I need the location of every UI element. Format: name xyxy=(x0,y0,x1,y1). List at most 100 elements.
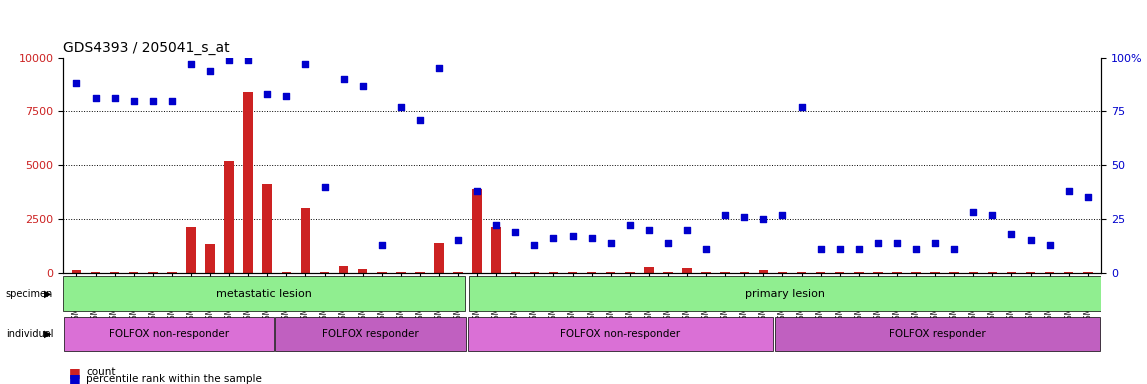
Text: individual: individual xyxy=(6,329,53,339)
Point xyxy=(850,246,868,252)
Bar xyxy=(358,270,367,273)
Bar xyxy=(816,272,826,273)
Point xyxy=(315,184,334,190)
Point xyxy=(201,68,219,74)
Bar xyxy=(568,272,577,273)
Text: ■: ■ xyxy=(69,366,80,379)
Text: FOLFOX non-responder: FOLFOX non-responder xyxy=(109,329,229,339)
Bar xyxy=(548,272,559,273)
Point xyxy=(773,212,791,218)
Bar xyxy=(625,272,634,273)
Point xyxy=(373,242,391,248)
Bar xyxy=(930,272,939,273)
Point xyxy=(335,76,353,82)
Bar xyxy=(720,272,729,273)
Text: primary lesion: primary lesion xyxy=(744,289,825,299)
Point xyxy=(86,95,104,101)
Bar xyxy=(110,272,119,273)
Bar xyxy=(911,272,921,273)
Bar xyxy=(491,227,501,273)
Bar xyxy=(128,271,139,273)
Point xyxy=(965,209,983,215)
Text: percentile rank within the sample: percentile rank within the sample xyxy=(86,374,262,384)
Point xyxy=(506,229,524,235)
Point xyxy=(830,246,849,252)
Bar xyxy=(1025,272,1036,273)
Point xyxy=(983,212,1001,218)
Bar xyxy=(663,272,673,273)
Point xyxy=(448,237,467,243)
Bar xyxy=(892,272,902,273)
Point xyxy=(487,222,506,228)
Bar xyxy=(338,266,349,273)
Point xyxy=(1021,237,1039,243)
Point xyxy=(621,222,639,228)
Point xyxy=(391,104,409,110)
Bar xyxy=(377,272,387,273)
Point xyxy=(868,240,887,246)
Bar xyxy=(530,272,539,273)
Bar xyxy=(873,272,883,273)
Text: ▶: ▶ xyxy=(44,289,52,299)
Point xyxy=(658,240,677,246)
Point xyxy=(545,235,563,241)
Text: specimen: specimen xyxy=(6,289,53,299)
Bar xyxy=(205,243,214,273)
Bar xyxy=(186,227,196,273)
Point xyxy=(793,104,811,110)
Bar xyxy=(988,272,997,273)
Bar xyxy=(740,272,749,273)
FancyBboxPatch shape xyxy=(468,317,773,351)
Point xyxy=(353,83,372,89)
Bar xyxy=(225,161,234,273)
Point xyxy=(278,93,296,99)
Point xyxy=(926,240,944,246)
Bar xyxy=(301,208,310,273)
Bar xyxy=(758,270,768,273)
Point xyxy=(220,57,239,63)
Point xyxy=(907,246,926,252)
Bar xyxy=(950,272,959,273)
Point xyxy=(945,246,963,252)
Bar xyxy=(473,189,482,273)
FancyBboxPatch shape xyxy=(775,317,1100,351)
Bar xyxy=(148,272,157,273)
Point xyxy=(1078,194,1097,200)
Bar xyxy=(453,272,463,273)
Bar xyxy=(587,272,596,273)
FancyBboxPatch shape xyxy=(275,317,466,351)
Point xyxy=(1002,231,1021,237)
Text: GDS4393 / 205041_s_at: GDS4393 / 205041_s_at xyxy=(63,41,229,55)
Text: FOLFOX responder: FOLFOX responder xyxy=(322,329,419,339)
Point xyxy=(697,246,716,252)
Bar xyxy=(320,272,329,273)
Point xyxy=(716,212,734,218)
Point xyxy=(143,98,162,104)
Text: ▶: ▶ xyxy=(44,329,52,339)
Bar xyxy=(855,272,864,273)
Point xyxy=(755,216,773,222)
Bar xyxy=(435,243,444,273)
Point xyxy=(468,188,486,194)
Point xyxy=(640,227,658,233)
Bar xyxy=(71,270,81,273)
Text: FOLFOX responder: FOLFOX responder xyxy=(889,329,986,339)
Point xyxy=(68,80,86,86)
Point xyxy=(735,214,754,220)
Bar xyxy=(1007,272,1016,273)
Point xyxy=(1060,188,1078,194)
Point xyxy=(563,233,582,239)
Bar xyxy=(778,272,787,273)
Bar xyxy=(243,92,253,273)
Bar xyxy=(396,272,406,273)
FancyBboxPatch shape xyxy=(63,276,465,311)
FancyBboxPatch shape xyxy=(469,276,1101,311)
Point xyxy=(125,98,143,104)
Bar xyxy=(263,184,272,273)
Bar xyxy=(1045,272,1054,273)
Point xyxy=(601,240,619,246)
Bar xyxy=(606,272,616,273)
Bar xyxy=(1083,272,1093,273)
Point xyxy=(106,95,124,101)
Bar xyxy=(91,272,100,273)
